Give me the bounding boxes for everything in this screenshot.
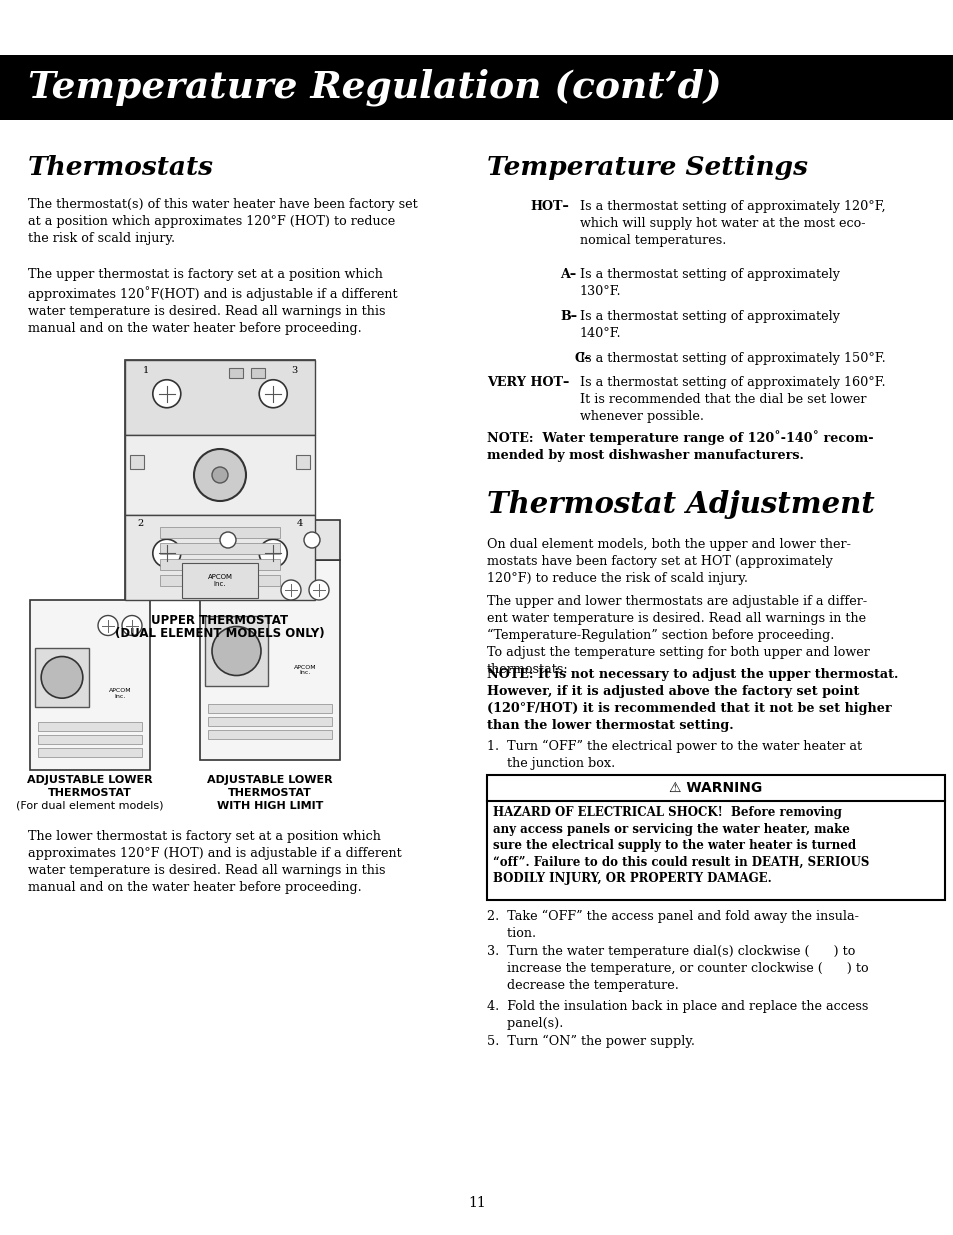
Text: 2: 2 [137,519,143,529]
Text: The thermostat(s) of this water heater have been factory set
at a position which: The thermostat(s) of this water heater h… [28,198,417,245]
Bar [125,515,314,600]
Text: Temperature Settings: Temperature Settings [486,156,807,180]
Text: 1.  Turn “OFF” the electrical power to the water heater at
     the junction box: 1. Turn “OFF” the electrical power to th… [486,740,862,771]
Text: HAZARD OF ELECTRICAL SHOCK!  Before removing
any access panels or servicing the : HAZARD OF ELECTRICAL SHOCK! Before remov… [493,806,868,885]
Text: 5.  Turn “ON” the power supply.: 5. Turn “ON” the power supply. [486,1035,695,1049]
Bar [160,576,280,585]
Text: A–: A– [559,268,576,282]
Text: ADJUSTABLE LOWER: ADJUSTABLE LOWER [27,776,152,785]
Circle shape [152,540,181,567]
Text: Temperature Regulation (cont’d): Temperature Regulation (cont’d) [28,69,720,106]
Text: 1: 1 [143,366,149,375]
Bar [38,722,142,731]
Text: The upper and lower thermostats are adjustable if a differ-
ent water temperatur: The upper and lower thermostats are adju… [486,595,869,677]
Circle shape [122,615,142,636]
Circle shape [212,626,261,676]
Text: C–: C– [575,352,591,366]
Text: THERMOSTAT: THERMOSTAT [228,788,312,798]
Text: 2.  Take “OFF” the access panel and fold away the insula-
     tion.: 2. Take “OFF” the access panel and fold … [486,910,858,940]
Bar [205,616,268,685]
Bar [295,454,310,469]
Text: 11: 11 [468,1195,485,1210]
Circle shape [98,615,118,636]
Circle shape [220,532,235,548]
Text: NOTE: It is not necessary to adjust the upper thermostat.
However, if it is adju: NOTE: It is not necessary to adjust the … [486,668,898,732]
Bar [125,359,314,435]
Text: The upper thermostat is factory set at a position which
approximates 120˚F(HOT) : The upper thermostat is factory set at a… [28,268,397,335]
Text: VERY HOT–: VERY HOT– [486,375,569,389]
Text: Is a thermostat setting of approximately 150°F.: Is a thermostat setting of approximately… [579,352,884,366]
Bar [125,435,314,515]
Text: ⚠ WARNING: ⚠ WARNING [669,781,761,795]
Bar [208,730,332,739]
Text: 3.  Turn the water temperature dial(s) clockwise (      ) to
     increase the t: 3. Turn the water temperature dial(s) cl… [486,945,868,992]
Circle shape [309,580,329,600]
Bar [125,359,314,600]
Bar [160,543,280,555]
Text: WITH HIGH LIMIT: WITH HIGH LIMIT [216,802,323,811]
Text: Is a thermostat setting of approximately
130°F.: Is a thermostat setting of approximately… [579,268,840,298]
Bar [38,748,142,757]
Text: Is a thermostat setting of approximately 160°F.
It is recommended that the dial : Is a thermostat setting of approximately… [579,375,884,424]
Bar [30,600,150,769]
Circle shape [259,379,287,408]
Bar [200,559,339,760]
Bar [160,559,280,571]
Bar [208,718,332,726]
Bar [230,368,243,378]
Circle shape [259,540,287,567]
Text: THERMOSTAT: THERMOSTAT [48,788,132,798]
Bar [252,368,265,378]
Text: 4: 4 [296,519,303,529]
Text: ADJUSTABLE LOWER: ADJUSTABLE LOWER [207,776,333,785]
Bar [38,735,142,745]
Text: Is a thermostat setting of approximately
140°F.: Is a thermostat setting of approximately… [579,310,840,340]
Text: 3: 3 [291,366,297,375]
Text: Is a thermostat setting of approximately 120°F,
which will supply hot water at t: Is a thermostat setting of approximately… [579,200,884,247]
Bar [486,776,944,900]
Text: (DUAL ELEMENT MODELS ONLY): (DUAL ELEMENT MODELS ONLY) [115,627,324,640]
Bar [35,647,89,708]
Text: On dual element models, both the upper and lower ther-
mostats have been factory: On dual element models, both the upper a… [486,538,850,585]
Text: B–: B– [559,310,577,324]
Text: NOTE:  Water temperature range of 120˚-140˚ recom-
mended by most dishwasher man: NOTE: Water temperature range of 120˚-14… [486,430,873,462]
Bar [160,527,280,538]
Circle shape [152,379,181,408]
Text: APCOM
Inc.: APCOM Inc. [294,664,316,676]
Text: 4.  Fold the insulation back in place and replace the access
     panel(s).: 4. Fold the insulation back in place and… [486,1000,867,1030]
Circle shape [193,450,246,501]
Circle shape [304,532,319,548]
Text: UPPER THERMOSTAT: UPPER THERMOSTAT [152,614,288,627]
Text: The lower thermostat is factory set at a position which
approximates 120°F (HOT): The lower thermostat is factory set at a… [28,830,401,894]
Text: HOT–: HOT– [530,200,568,212]
Bar [130,454,144,469]
Text: APCOM
Inc.: APCOM Inc. [109,688,132,699]
Circle shape [281,580,301,600]
Bar [208,704,332,713]
Text: Thermostat Adjustment: Thermostat Adjustment [486,490,874,519]
Bar [182,563,257,598]
Bar [0,56,953,120]
Bar [200,520,339,559]
Text: Thermostats: Thermostats [28,156,213,180]
Circle shape [212,467,228,483]
Text: APCOM
Inc.: APCOM Inc. [208,574,233,587]
Text: (For dual element models): (For dual element models) [16,802,164,811]
Circle shape [41,657,83,698]
